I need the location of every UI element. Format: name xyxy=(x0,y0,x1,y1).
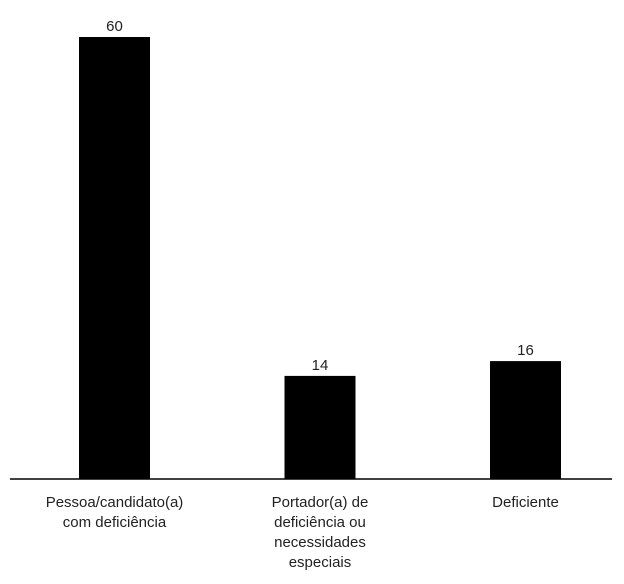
category-label-3: Deficiente xyxy=(492,494,559,511)
bar-2 xyxy=(284,375,356,479)
value-label-3: 16 xyxy=(517,342,534,359)
bar-1 xyxy=(79,37,150,479)
category-label-line: especiais xyxy=(289,554,352,571)
value-label-2: 14 xyxy=(312,357,329,374)
category-label-line: Pessoa/candidato(a) xyxy=(46,494,184,511)
value-label-1: 60 xyxy=(106,18,123,35)
category-label-line: Portador(a) de xyxy=(272,494,369,511)
category-label-line: deficiência ou xyxy=(274,514,366,531)
value-labels-layer: 60 14 16 xyxy=(106,18,534,374)
bars-layer xyxy=(79,37,561,479)
category-label-1: Pessoa/candidato(a) com deficiência xyxy=(46,494,184,531)
category-label-2: Portador(a) de deficiência ou necessidades… xyxy=(272,494,369,571)
category-label-line: com deficiência xyxy=(63,514,167,531)
category-label-line: Deficiente xyxy=(492,494,559,511)
category-label-line: necessidades xyxy=(274,534,366,551)
bar-3 xyxy=(490,361,561,479)
category-labels-layer: Pessoa/candidato(a) com deficiência Portad… xyxy=(46,494,559,571)
